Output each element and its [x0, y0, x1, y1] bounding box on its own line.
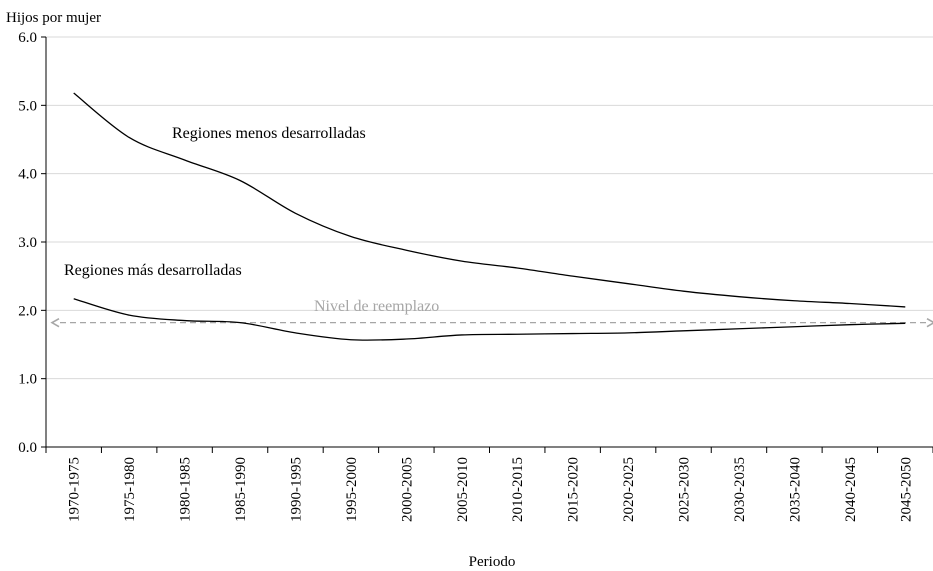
y-tick-label: 6.0: [18, 30, 37, 46]
y-axis-ticks: 0.0 1.0 2.0 3.0 4.0 5.0 6.0: [18, 30, 46, 456]
arrow-left-icon: [50, 317, 60, 328]
replacement-level-label: Nivel de reemplazo: [314, 298, 439, 315]
replacement-level-line: [50, 317, 933, 328]
series-line-less-developed: [73, 92, 906, 308]
x-tick-label: 2025-2030: [677, 457, 693, 522]
x-tick-label: 1990-1995: [288, 457, 304, 522]
x-tick-label: 2035-2040: [787, 457, 803, 522]
y-tick-label: 1.0: [18, 372, 37, 388]
y-axis-title: Hijos por mujer: [6, 10, 101, 26]
x-axis-ticks: 1970-1975 1975-1980 1980-1985 1985-1990 1990…: [45, 447, 933, 522]
x-tick-label: 2020-2025: [621, 457, 637, 522]
y-tick-label: 4.0: [18, 167, 37, 183]
x-tick-label: 1995-2000: [344, 457, 360, 522]
y-tick-label: 3.0: [18, 235, 37, 251]
y-tick-label: 0.0: [18, 440, 37, 456]
x-tick-label: 2005-2010: [455, 457, 471, 522]
x-tick-label: 1975-1980: [122, 457, 138, 522]
x-tick-label: 1980-1985: [178, 457, 194, 522]
grid-lines: [46, 36, 933, 380]
x-axis-title: Periodo: [469, 554, 516, 570]
x-tick-label: 1970-1975: [67, 457, 83, 522]
series-label-less-developed: Regiones menos desarrolladas: [172, 125, 366, 142]
arrow-right-icon: [926, 317, 933, 328]
y-tick-label: 5.0: [18, 98, 37, 114]
x-tick-label: 2000-2005: [399, 457, 415, 522]
y-tick-label: 2.0: [18, 303, 37, 319]
x-tick-label: 2015-2020: [566, 457, 582, 522]
x-tick-label: 2030-2035: [732, 457, 748, 522]
x-tick-label: 2045-2050: [898, 457, 914, 522]
x-tick-label: 2040-2045: [843, 457, 859, 522]
series-line-more-developed: [73, 298, 906, 341]
series-label-more-developed: Regiones más desarrolladas: [64, 262, 242, 279]
x-tick-label: 1985-1990: [233, 457, 249, 522]
x-tick-label: 2010-2015: [510, 457, 526, 522]
series-lines: [73, 92, 906, 341]
